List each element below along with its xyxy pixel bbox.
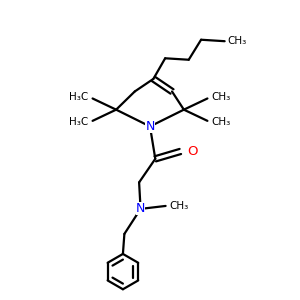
Text: CH₃: CH₃ bbox=[212, 117, 231, 127]
Text: CH₃: CH₃ bbox=[212, 92, 231, 102]
Text: H₃C: H₃C bbox=[69, 117, 88, 127]
Text: N: N bbox=[145, 120, 155, 133]
Text: CH₃: CH₃ bbox=[170, 201, 189, 211]
Text: CH₃: CH₃ bbox=[227, 36, 247, 46]
Text: O: O bbox=[188, 145, 198, 158]
Text: N: N bbox=[136, 202, 145, 215]
Text: H₃C: H₃C bbox=[69, 92, 88, 102]
